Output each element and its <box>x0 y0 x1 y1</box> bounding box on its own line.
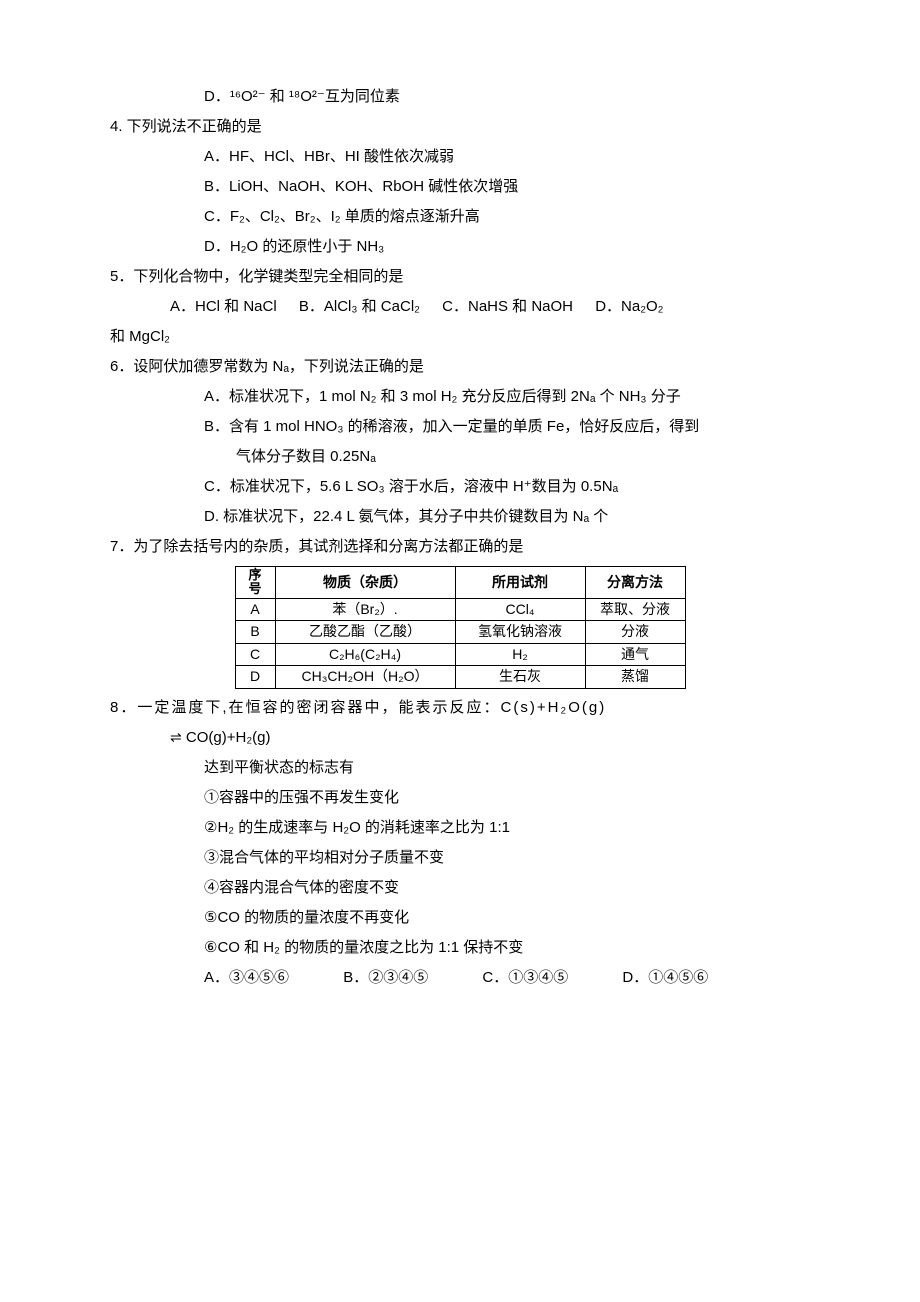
cell-reagent: CCl₄ <box>455 598 585 621</box>
cell-num: A <box>235 598 275 621</box>
q4-stem: 4. 下列说法不正确的是 <box>110 112 810 142</box>
cell-num: D <box>235 666 275 689</box>
q8-cond-1: ①容器中的压强不再发生变化 <box>110 783 810 813</box>
q8-equation-right: CO(g)+H₂(g) <box>186 729 271 746</box>
cell-reagent: H₂ <box>455 643 585 666</box>
q5-option-c: C．NaHS 和 NaOH <box>442 298 573 315</box>
cell-num: B <box>235 621 275 644</box>
q7-table: 序 号 物质（杂质） 所用试剂 分离方法 A 苯（Br₂）. CCl₄ 萃取、分… <box>235 566 686 689</box>
q6-option-b-continued: 气体分子数目 0.25Nₐ <box>110 442 810 472</box>
q4-option-b: B．LiOH、NaOH、KOH、RbOH 碱性依次增强 <box>110 172 810 202</box>
q3-option-d: D．¹⁶O²⁻ 和 ¹⁸O²⁻互为同位素 <box>110 82 810 112</box>
cell-reagent: 氢氧化钠溶液 <box>455 621 585 644</box>
q4-option-d: D．H₂O 的还原性小于 NH₃ <box>110 232 810 262</box>
q6-option-b: B．含有 1 mol HNO₃ 的稀溶液，加入一定量的单质 Fe，恰好反应后，得… <box>110 412 810 442</box>
q8-equation-line: ⇌ CO(g)+H₂(g) <box>110 723 810 753</box>
q8-cond-4: ④容器内混合气体的密度不变 <box>110 873 810 903</box>
seq-bottom: 号 <box>248 581 261 596</box>
q5-option-d: D．Na₂O₂ <box>595 298 663 315</box>
cell-method: 通气 <box>585 643 685 666</box>
table-row: C C₂H₆(C₂H₄) H₂ 通气 <box>235 643 685 666</box>
q7-th-method: 分离方法 <box>585 567 685 599</box>
cell-method: 蒸馏 <box>585 666 685 689</box>
q7-table-header-row: 序 号 物质（杂质） 所用试剂 分离方法 <box>235 567 685 599</box>
table-row: A 苯（Br₂）. CCl₄ 萃取、分液 <box>235 598 685 621</box>
q8-cond-2: ②H₂ 的生成速率与 H₂O 的消耗速率之比为 1:1 <box>110 813 810 843</box>
q7-th-reagent: 所用试剂 <box>455 567 585 599</box>
q8-cond-3: ③混合气体的平均相对分子质量不变 <box>110 843 810 873</box>
q8-cond-6: ⑥CO 和 H₂ 的物质的量浓度之比为 1:1 保持不变 <box>110 933 810 963</box>
cell-reagent: 生石灰 <box>455 666 585 689</box>
q5-option-b: B．AlCl₃ 和 CaCl₂ <box>299 298 420 315</box>
q4-option-c: C．F₂、Cl₂、Br₂、I₂ 单质的熔点逐渐升高 <box>110 202 810 232</box>
q6-option-c: C．标准状况下，5.6 L SO₃ 溶于水后，溶液中 H⁺数目为 0.5Nₐ <box>110 472 810 502</box>
q5-option-a: A．HCl 和 NaCl <box>170 298 277 315</box>
table-row: D CH₃CH₂OH（H₂O） 生石灰 蒸馏 <box>235 666 685 689</box>
q4-option-a: A．HF、HCl、HBr、HI 酸性依次减弱 <box>110 142 810 172</box>
q8-stem-line2: 达到平衡状态的标志有 <box>110 753 810 783</box>
q5-stem: 5．下列化合物中，化学键类型完全相同的是 <box>110 262 810 292</box>
seq-top: 序 <box>248 567 261 582</box>
cell-method: 分液 <box>585 621 685 644</box>
q7-th-substance: 物质（杂质） <box>275 567 455 599</box>
q8-option-a: A．③④⑤⑥ <box>204 969 289 986</box>
cell-substance: 苯（Br₂）. <box>275 598 455 621</box>
q8-option-d: D．①④⑤⑥ <box>622 969 708 986</box>
q6-option-d: D. 标准状况下，22.4 L 氨气体，其分子中共价键数目为 Nₐ 个 <box>110 502 810 532</box>
q7-th-seq: 序 号 <box>235 567 275 599</box>
q8-option-b: B．②③④⑤ <box>343 969 428 986</box>
cell-substance: 乙酸乙酯（乙酸） <box>275 621 455 644</box>
q7-stem: 7．为了除去括号内的杂质，其试剂选择和分离方法都正确的是 <box>110 532 810 562</box>
cell-substance: CH₃CH₂OH（H₂O） <box>275 666 455 689</box>
q8-option-c: C．①③④⑤ <box>482 969 568 986</box>
q6-option-a: A．标准状况下，1 mol N₂ 和 3 mol H₂ 充分反应后得到 2Nₐ … <box>110 382 810 412</box>
equilibrium-icon: ⇌ <box>170 729 182 745</box>
table-row: B 乙酸乙酯（乙酸） 氢氧化钠溶液 分液 <box>235 621 685 644</box>
q6-stem: 6．设阿伏加德罗常数为 Nₐ，下列说法正确的是 <box>110 352 810 382</box>
q8-cond-5: ⑤CO 的物质的量浓度不再变化 <box>110 903 810 933</box>
q8-options: A．③④⑤⑥ B．②③④⑤ C．①③④⑤ D．①④⑤⑥ <box>110 963 810 993</box>
q8-stem: 8．一定温度下,在恒容的密闭容器中，能表示反应：C(s)+H₂O(g) <box>110 693 810 723</box>
q5-option-d-continued: 和 MgCl₂ <box>110 322 810 352</box>
cell-num: C <box>235 643 275 666</box>
cell-method: 萃取、分液 <box>585 598 685 621</box>
cell-substance: C₂H₆(C₂H₄) <box>275 643 455 666</box>
q5-options-line: A．HCl 和 NaCl B．AlCl₃ 和 CaCl₂ C．NaHS 和 Na… <box>110 292 810 322</box>
